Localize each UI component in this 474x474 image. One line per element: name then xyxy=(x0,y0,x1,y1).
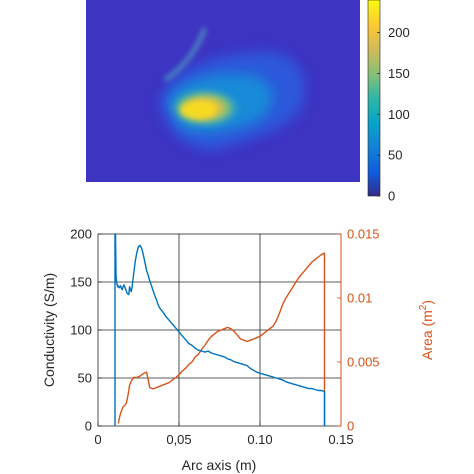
x-axis-label: Arc axis (m) xyxy=(182,457,257,473)
y-left-tick-label: 50 xyxy=(78,371,92,386)
plume-peak xyxy=(180,101,216,119)
y-left-axis-label: Conductivity (S/m) xyxy=(41,273,57,387)
x-tick-label: 0.10 xyxy=(247,432,272,447)
y-right-axis-ticks: 0 0.005 0.01 0.015 xyxy=(337,227,380,434)
series-area xyxy=(117,252,326,426)
x-tick-label: 0.15 xyxy=(328,432,353,447)
y-left-tick-label: 150 xyxy=(70,275,92,290)
colorbar-tick-label: 100 xyxy=(388,107,410,122)
conductivity-line xyxy=(114,233,326,426)
y-right-tick-label: 0.015 xyxy=(347,227,380,242)
line-plot: 0 0,05 0.10 0.15 0 50 100 150 200 0 0.005 0.01 0.0… xyxy=(41,227,435,474)
colorbar: 0 50 100 150 200 xyxy=(367,0,410,204)
heatmap-panel xyxy=(86,0,360,182)
y-left-axis-ticks: 0 50 100 150 200 xyxy=(70,227,102,434)
grid xyxy=(98,234,341,426)
colorbar-tick-label: 200 xyxy=(388,25,410,40)
colorbar-tick-label: 0 xyxy=(388,189,395,204)
y-right-tick-label: 0.005 xyxy=(347,355,380,370)
heatmap-plume xyxy=(160,27,305,150)
y-left-tick-label: 200 xyxy=(70,227,92,242)
colorbar-tick-label: 150 xyxy=(388,66,410,81)
y-left-tick-label: 100 xyxy=(70,323,92,338)
y-left-tick-label: 0 xyxy=(85,419,92,434)
y-right-tick-label: 0 xyxy=(347,419,354,434)
y-right-label-suffix: ) xyxy=(419,300,435,305)
area-line xyxy=(117,252,326,426)
x-tick-label: 0 xyxy=(94,432,101,447)
y-right-label-main: Area (m xyxy=(419,310,435,360)
x-axis-ticks: 0 0,05 0.10 0.15 xyxy=(94,422,354,447)
y-right-tick-label: 0.01 xyxy=(347,291,372,306)
x-tick-label: 0,05 xyxy=(166,432,191,447)
colorbar-gradient xyxy=(367,0,381,197)
y-right-axis-label: Area (m2) xyxy=(418,300,435,360)
y-right-label-sup: 2 xyxy=(418,304,429,310)
colorbar-tick-label: 50 xyxy=(388,148,402,163)
plume-arc xyxy=(164,27,207,82)
series-conductivity xyxy=(114,233,326,426)
